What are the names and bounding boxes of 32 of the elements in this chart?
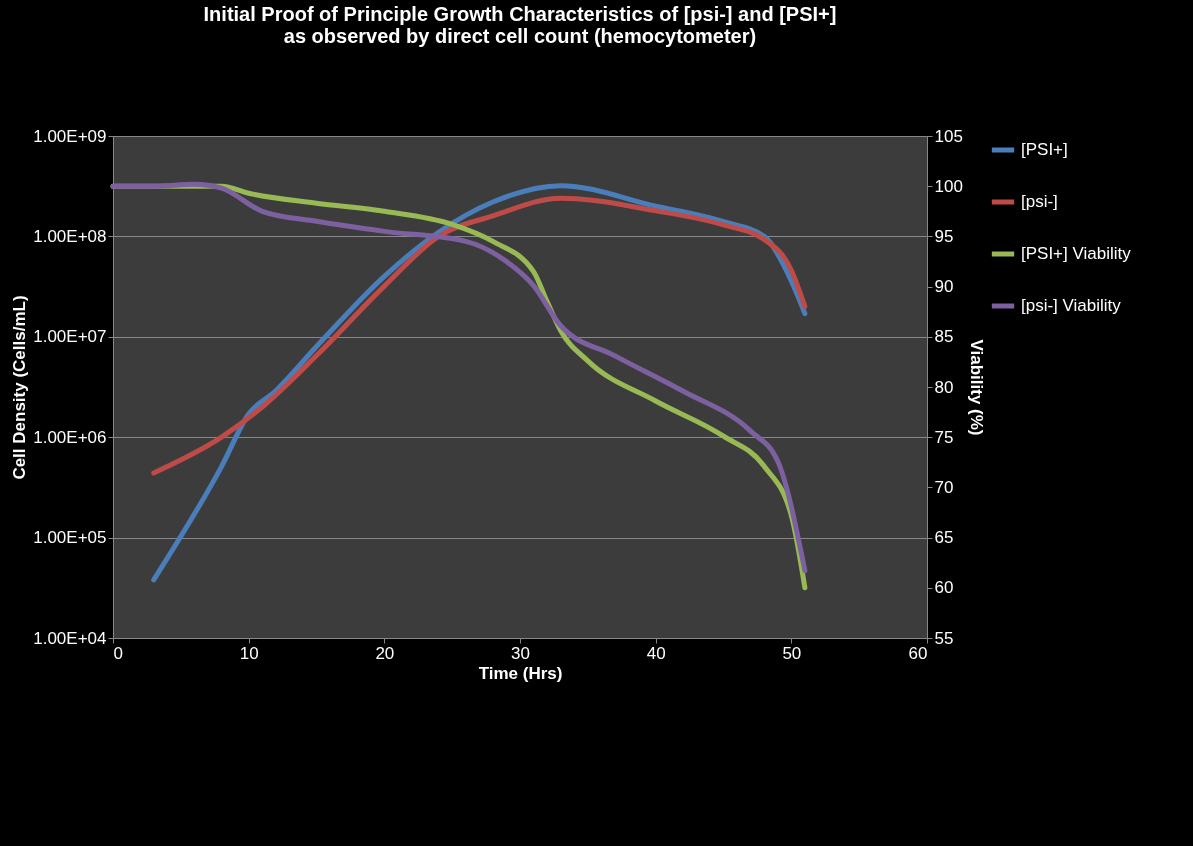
y2-tick-label: 65 [934,528,954,548]
y2-tick-label: 95 [934,226,954,246]
legend-label: [psi-] [1021,192,1058,211]
y2-tick-label: 70 [934,477,954,497]
y2-tick-label: 60 [934,578,954,598]
x-axis-title: Time (Hrs) [478,663,563,683]
y2-axis-title: Viability (%) [966,339,986,436]
x-tick-label: 0 [113,643,123,663]
x-tick-label: 30 [511,643,530,663]
legend-label: [psi-] Viability [1021,296,1122,315]
y-tick-label: 1.00E+08 [33,226,107,246]
y2-tick-label: 90 [934,277,954,297]
x-tick-label: 50 [782,643,802,663]
legend-label: [PSI+] [1021,140,1068,159]
chart-title: Initial Proof of Principle Growth Characteristics of [psi-] and [PSI+] as observed by direct cell count (hemocytometer) [203,3,837,47]
y-tick-label: 1.00E+06 [33,427,107,447]
x-tick-label: 10 [239,643,259,663]
y2-tick-label: 55 [934,628,954,648]
y2-tick-label: 105 [934,126,963,146]
legend-label: [PSI+] Viability [1021,244,1132,263]
y-axis-title: Cell Density (Cells/mL) [10,295,30,480]
x-tick-label: 60 [908,643,928,663]
y-tick-label: 1.00E+09 [33,126,107,146]
y-tick-label: 1.00E+07 [33,327,107,347]
x-tick-label: 40 [646,643,666,663]
y2-tick-label: 75 [934,427,954,447]
y-tick-label: 1.00E+04 [33,628,107,648]
y2-tick-label: 80 [934,377,954,397]
y2-tick-label: 85 [934,327,954,347]
y2-tick-label: 100 [934,176,963,196]
x-tick-label: 20 [375,643,395,663]
y-tick-label: 1.00E+05 [33,528,107,548]
